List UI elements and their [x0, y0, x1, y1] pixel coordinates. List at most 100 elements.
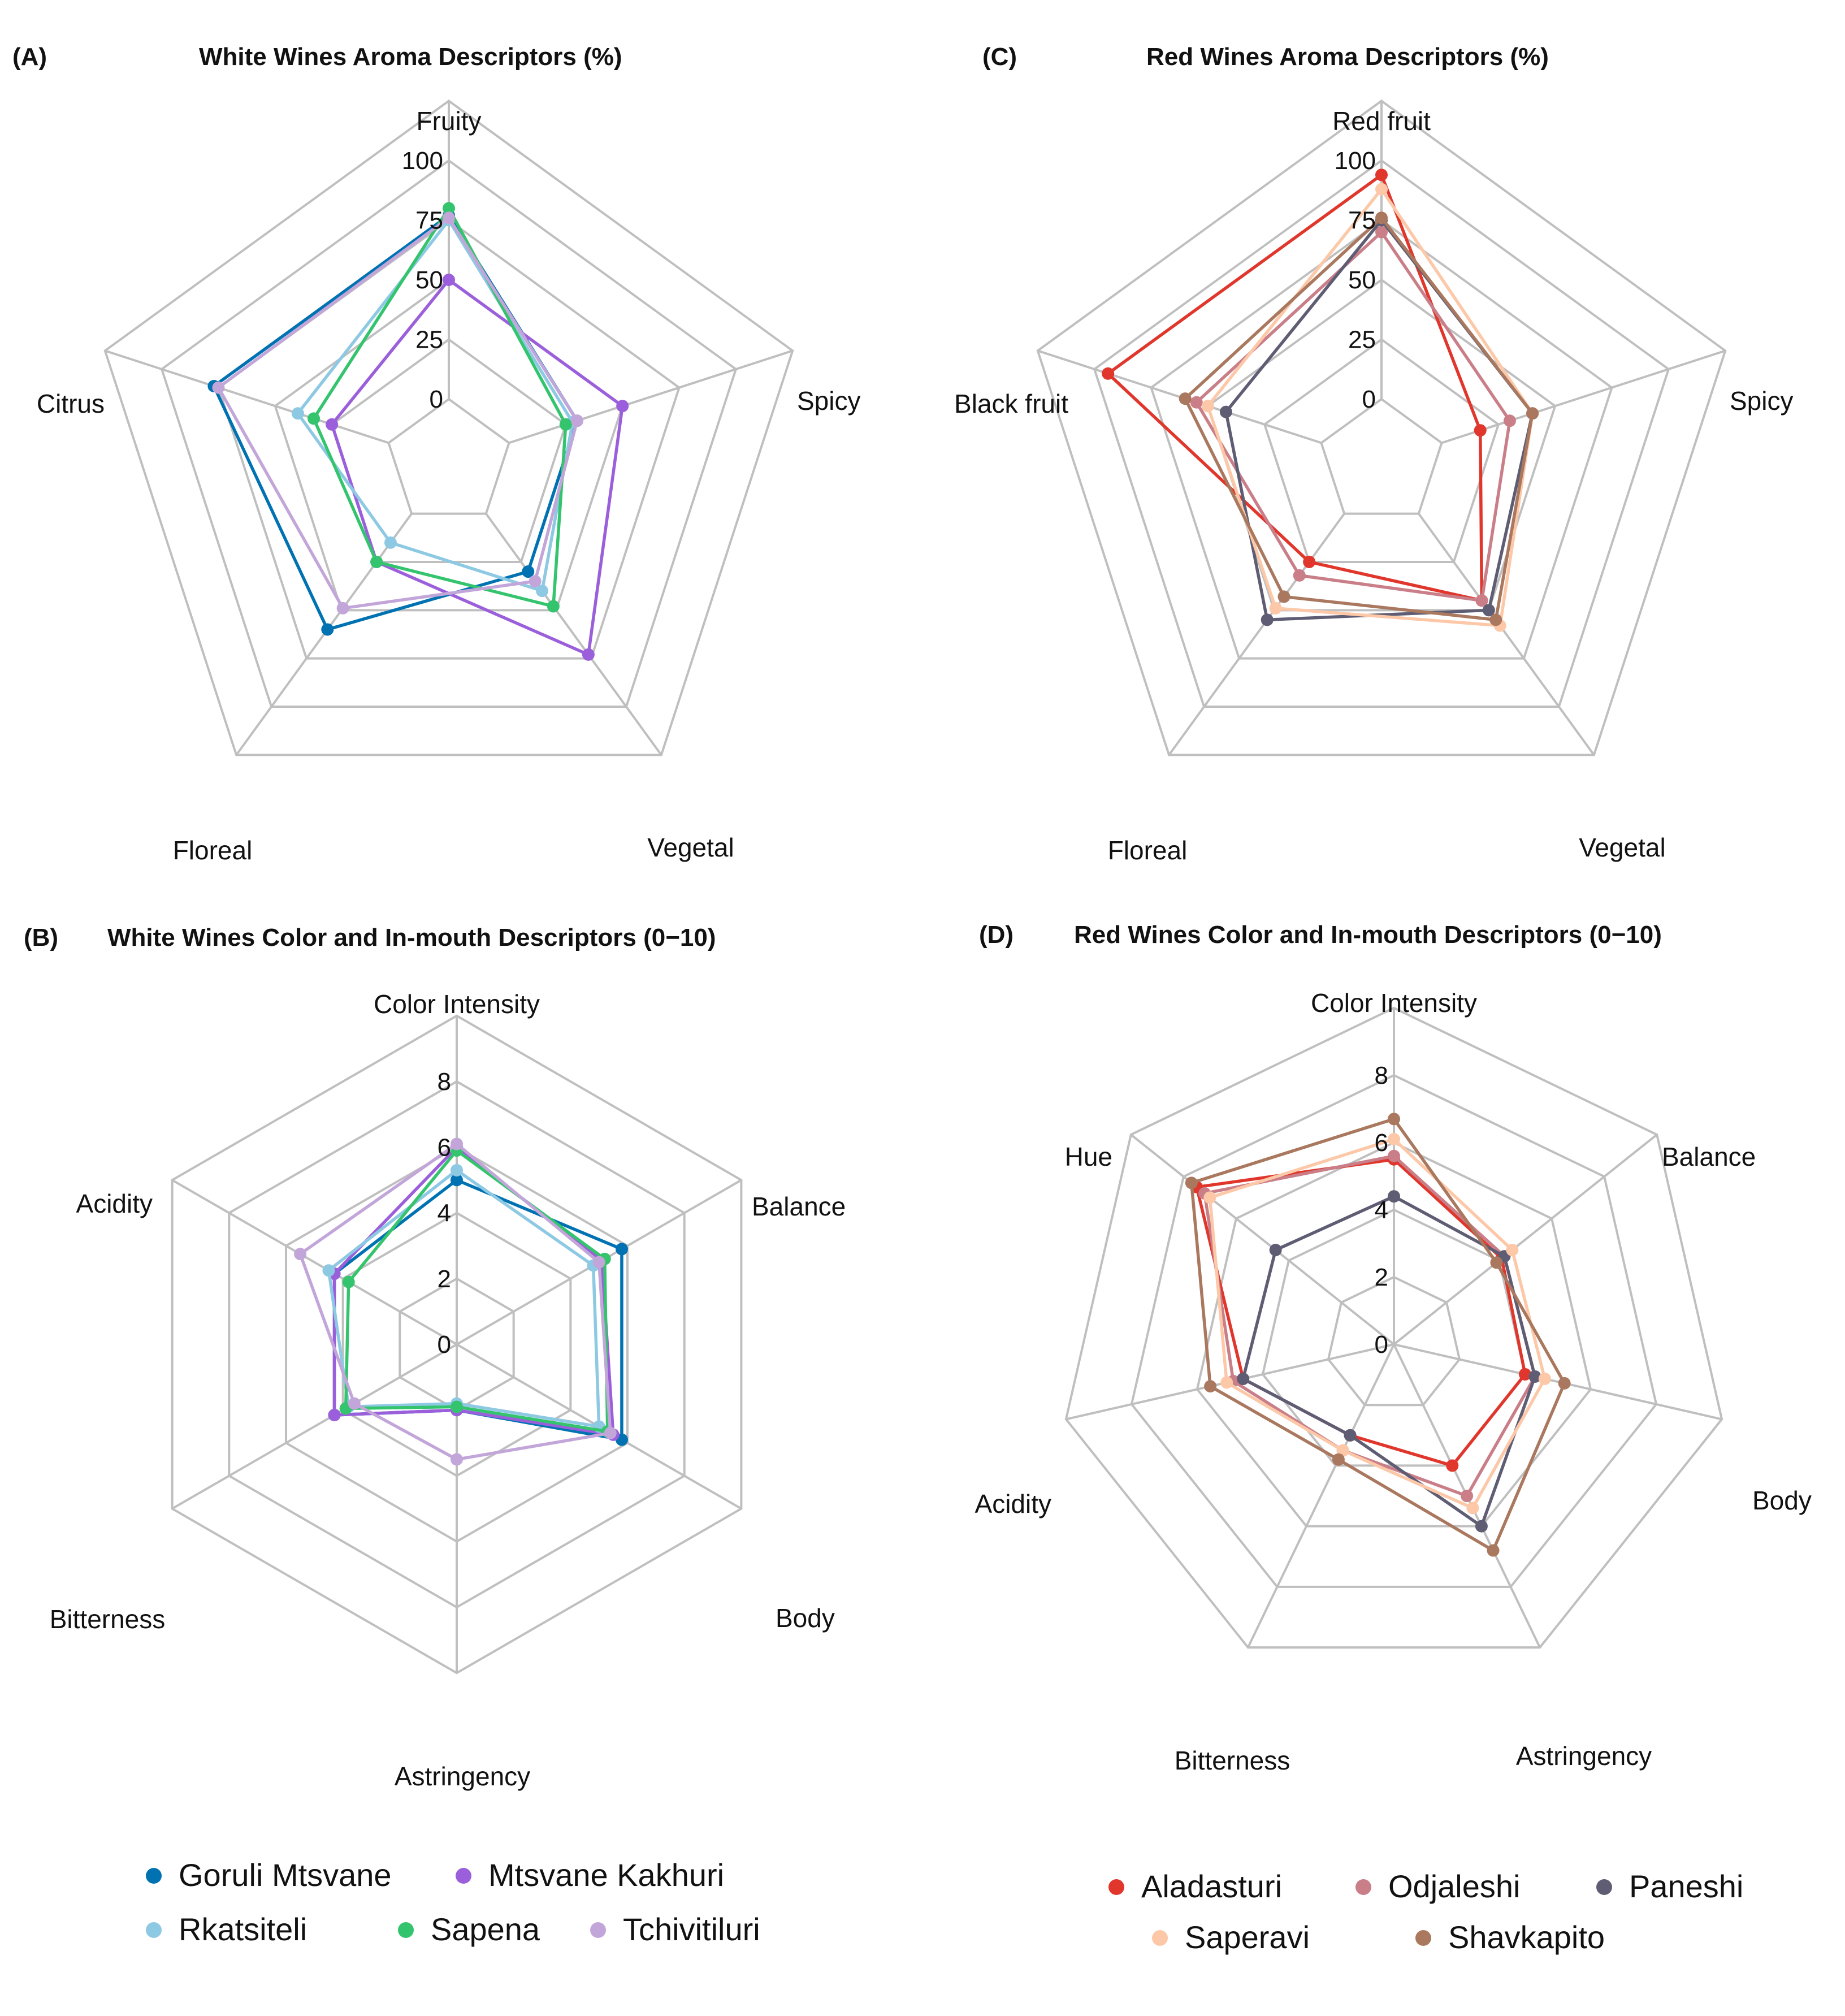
point-odjaleshi-astringency — [1461, 1490, 1474, 1503]
legend-white-wines: Goruli Mtsvane Mtsvane Kakhuri Rkatsiteli S… — [146, 1857, 760, 1947]
point-tchivitiluri-balance — [592, 1256, 605, 1269]
tick-label: 25 — [1348, 326, 1376, 354]
point-odjaleshi-black-fruit — [1190, 396, 1203, 409]
point-paneshi-vegetal — [1482, 604, 1495, 617]
grid-spoke — [485, 513, 662, 756]
grid-spoke — [1393, 1134, 1658, 1346]
point-aladasturi-spicy — [1474, 424, 1487, 437]
legend-label-tchivitiluri: Tchivitiluri — [623, 1911, 760, 1947]
point-sapena-spicy — [559, 418, 572, 431]
point-shavkapito-acidity — [1204, 1380, 1217, 1393]
tick-label: 100 — [1335, 147, 1376, 175]
point-shavkapito-hue — [1185, 1176, 1198, 1189]
axis-label-floreal: Floreal — [173, 836, 253, 865]
grid-ring — [1036, 99, 1727, 756]
point-shavkapito-black-fruit — [1179, 392, 1192, 405]
legend-item-saperavi: Saperavi — [1152, 1919, 1310, 1955]
panel-b-white-mouth: (B) White Wines Color and In-mouth Descri… — [24, 924, 846, 1791]
panel-letter: (B) — [24, 924, 58, 951]
tick-label: 75 — [1348, 207, 1376, 235]
point-mtsvane-kakhuri-vegetal — [582, 648, 595, 661]
grid-ring — [103, 99, 794, 756]
point-paneshi-astringency — [1475, 1520, 1488, 1533]
panel-title: Red Wines Color and In-mouth Descriptors… — [1074, 921, 1662, 949]
series-line-rkatsiteli — [327, 1169, 601, 1429]
axis-label-body: Body — [1752, 1486, 1812, 1515]
panel-title: White Wines Aroma Descriptors (%) — [199, 43, 622, 71]
legend-item-mtsvane-kakhuri: Mtsvane Kakhuri — [456, 1857, 724, 1893]
point-tchivitiluri-fruity — [443, 211, 455, 224]
grid-spoke — [171, 1343, 458, 1510]
point-aladasturi-body — [1519, 1368, 1532, 1381]
point-shavkapito-color-intensity — [1388, 1113, 1400, 1126]
point-paneshi-hue — [1269, 1244, 1282, 1257]
point-saperavi-red-fruit — [1375, 183, 1388, 196]
point-odjaleshi-floreal — [1293, 569, 1306, 582]
tick-label: 8 — [1375, 1062, 1388, 1089]
axis-label-acidity: Acidity — [975, 1489, 1051, 1519]
point-odjaleshi-color-intensity — [1388, 1149, 1400, 1162]
point-tchivitiluri-body — [604, 1426, 617, 1439]
axis-label-bitterness: Bitterness — [50, 1604, 166, 1634]
point-shavkapito-balance — [1490, 1256, 1503, 1269]
point-saperavi-balance — [1506, 1244, 1519, 1257]
point-shavkapito-astringency — [1487, 1544, 1500, 1557]
legend-label-aladasturi: Aladasturi — [1141, 1868, 1282, 1904]
legend-item-sapena: Sapena — [398, 1911, 540, 1947]
grid-ring — [1327, 1275, 1461, 1407]
series-line-saperavi — [1208, 1137, 1547, 1510]
point-tchivitiluri-floreal — [336, 602, 349, 615]
grid-spoke — [1441, 349, 1726, 444]
legend-swatch-paneshi — [1596, 1879, 1612, 1895]
grid-ring — [1206, 278, 1557, 612]
axis-label-floreal: Floreal — [1108, 836, 1188, 865]
panel-d-red-mouth: (D) Red Wines Color and In-mouth Descript… — [975, 921, 1812, 1775]
series-line-paneshi — [1241, 1195, 1537, 1528]
legend-item-goruli-mtsvane: Goruli Mtsvane — [146, 1857, 392, 1893]
panel-a-white-aroma: (A) White Wines Aroma Descriptors (%) 0 25 5… — [12, 43, 860, 865]
point-shavkapito-floreal — [1277, 590, 1290, 603]
point-tchivitiluri-bitterness — [348, 1397, 361, 1410]
grid-ring — [1196, 1141, 1592, 1528]
axis-label-citrus: Citrus — [37, 389, 105, 418]
point-aladasturi-black-fruit — [1102, 367, 1115, 380]
tick-label: 0 — [438, 1331, 451, 1359]
legend-swatch-tchivitiluri — [590, 1922, 606, 1938]
series-line-mtsvane-kakhuri — [330, 278, 624, 656]
series-line-saperavi — [1206, 187, 1534, 628]
axis-label-vegetal: Vegetal — [1579, 833, 1665, 862]
point-paneshi-body — [1528, 1370, 1541, 1383]
tick-label: 100 — [402, 147, 443, 175]
panel-letter: (A) — [12, 43, 47, 71]
legend-swatch-sapena — [398, 1922, 414, 1938]
point-sapena-floreal — [370, 555, 383, 568]
panel-c-red-aroma: (C) Red Wines Aroma Descriptors (%) 0 25 50 7… — [954, 43, 1793, 865]
axis-label-black-fruit: Black fruit — [954, 389, 1068, 418]
point-tchivitiluri-astringency — [451, 1453, 463, 1466]
legend-swatch-saperavi — [1152, 1930, 1168, 1946]
legend-swatch-odjaleshi — [1355, 1879, 1371, 1895]
point-aladasturi-astringency — [1446, 1459, 1459, 1472]
point-mtsvane-kakhuri-bitterness — [328, 1408, 341, 1421]
point-tchivitiluri-vegetal — [529, 575, 542, 588]
tick-label: 0 — [1362, 386, 1376, 413]
legend-label-odjaleshi: Odjaleshi — [1388, 1868, 1520, 1904]
point-aladasturi-red-fruit — [1375, 168, 1388, 181]
point-mtsvane-kakhuri-fruity — [443, 274, 455, 286]
legend-label-paneshi: Paneshi — [1629, 1868, 1743, 1904]
point-rkatsiteli-citrus — [291, 407, 304, 420]
legend-label-saperavi: Saperavi — [1185, 1919, 1310, 1955]
point-rkatsiteli-color-intensity — [451, 1163, 463, 1176]
series-line-shavkapito — [1183, 216, 1534, 622]
grid-spoke — [1393, 1343, 1722, 1421]
series-line-sapena — [312, 206, 568, 608]
point-paneshi-floreal — [1261, 613, 1274, 626]
grid-ring — [1263, 338, 1500, 563]
grid-spoke — [171, 1179, 458, 1346]
point-tchivitiluri-spicy — [570, 414, 583, 427]
point-saperavi-floreal — [1269, 602, 1282, 615]
axis-label-hue: Hue — [1065, 1142, 1112, 1171]
legend-swatch-rkatsiteli — [146, 1922, 162, 1938]
legend-label-mtsvane-kakhuri: Mtsvane Kakhuri — [488, 1857, 724, 1893]
